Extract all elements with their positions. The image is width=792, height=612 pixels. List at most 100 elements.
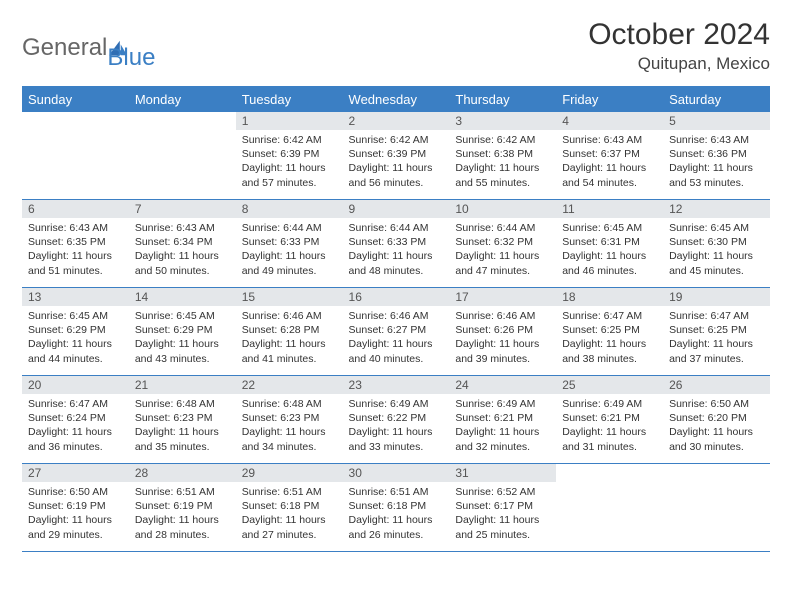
day-details: Sunrise: 6:48 AMSunset: 6:23 PMDaylight:… <box>236 394 343 458</box>
calendar-day-cell: 3Sunrise: 6:42 AMSunset: 6:38 PMDaylight… <box>449 112 556 200</box>
weekday-header: Thursday <box>449 87 556 112</box>
sunset-text: Sunset: 6:27 PM <box>349 323 444 337</box>
daylight-text: Daylight: 11 hours and 38 minutes. <box>562 337 657 365</box>
day-details: Sunrise: 6:45 AMSunset: 6:30 PMDaylight:… <box>663 218 770 282</box>
sunset-text: Sunset: 6:19 PM <box>28 499 123 513</box>
sunrise-text: Sunrise: 6:49 AM <box>562 397 657 411</box>
day-details: Sunrise: 6:42 AMSunset: 6:39 PMDaylight:… <box>343 130 450 194</box>
day-details: Sunrise: 6:44 AMSunset: 6:32 PMDaylight:… <box>449 218 556 282</box>
day-details: Sunrise: 6:43 AMSunset: 6:36 PMDaylight:… <box>663 130 770 194</box>
daylight-text: Daylight: 11 hours and 32 minutes. <box>455 425 550 453</box>
daylight-text: Daylight: 11 hours and 54 minutes. <box>562 161 657 189</box>
day-number: 4 <box>556 112 663 130</box>
calendar-day-cell: 1Sunrise: 6:42 AMSunset: 6:39 PMDaylight… <box>236 112 343 200</box>
sunrise-text: Sunrise: 6:46 AM <box>455 309 550 323</box>
daylight-text: Daylight: 11 hours and 53 minutes. <box>669 161 764 189</box>
weekday-header: Friday <box>556 87 663 112</box>
calendar-week-row: 1Sunrise: 6:42 AMSunset: 6:39 PMDaylight… <box>22 112 770 200</box>
weekday-header-row: Sunday Monday Tuesday Wednesday Thursday… <box>22 87 770 112</box>
day-details: Sunrise: 6:51 AMSunset: 6:18 PMDaylight:… <box>343 482 450 546</box>
sunrise-text: Sunrise: 6:45 AM <box>562 221 657 235</box>
daylight-text: Daylight: 11 hours and 49 minutes. <box>242 249 337 277</box>
day-number: 19 <box>663 288 770 306</box>
day-details: Sunrise: 6:48 AMSunset: 6:23 PMDaylight:… <box>129 394 236 458</box>
day-details: Sunrise: 6:43 AMSunset: 6:37 PMDaylight:… <box>556 130 663 194</box>
day-number: 28 <box>129 464 236 482</box>
day-number: 20 <box>22 376 129 394</box>
daylight-text: Daylight: 11 hours and 31 minutes. <box>562 425 657 453</box>
sunset-text: Sunset: 6:24 PM <box>28 411 123 425</box>
day-number: 26 <box>663 376 770 394</box>
day-number: 1 <box>236 112 343 130</box>
daylight-text: Daylight: 11 hours and 56 minutes. <box>349 161 444 189</box>
sunset-text: Sunset: 6:17 PM <box>455 499 550 513</box>
sunset-text: Sunset: 6:32 PM <box>455 235 550 249</box>
sunrise-text: Sunrise: 6:44 AM <box>242 221 337 235</box>
calendar-week-row: 27Sunrise: 6:50 AMSunset: 6:19 PMDayligh… <box>22 464 770 552</box>
calendar-day-cell <box>129 112 236 200</box>
day-details: Sunrise: 6:51 AMSunset: 6:19 PMDaylight:… <box>129 482 236 546</box>
sunset-text: Sunset: 6:18 PM <box>349 499 444 513</box>
sunrise-text: Sunrise: 6:47 AM <box>562 309 657 323</box>
day-number: 21 <box>129 376 236 394</box>
calendar-day-cell: 12Sunrise: 6:45 AMSunset: 6:30 PMDayligh… <box>663 200 770 288</box>
day-number: 2 <box>343 112 450 130</box>
day-number: 11 <box>556 200 663 218</box>
day-details: Sunrise: 6:50 AMSunset: 6:20 PMDaylight:… <box>663 394 770 458</box>
sunrise-text: Sunrise: 6:49 AM <box>349 397 444 411</box>
day-details: Sunrise: 6:46 AMSunset: 6:27 PMDaylight:… <box>343 306 450 370</box>
sunset-text: Sunset: 6:31 PM <box>562 235 657 249</box>
calendar-day-cell: 28Sunrise: 6:51 AMSunset: 6:19 PMDayligh… <box>129 464 236 552</box>
daylight-text: Daylight: 11 hours and 34 minutes. <box>242 425 337 453</box>
day-details: Sunrise: 6:49 AMSunset: 6:22 PMDaylight:… <box>343 394 450 458</box>
day-number <box>663 464 770 468</box>
day-details: Sunrise: 6:45 AMSunset: 6:29 PMDaylight:… <box>129 306 236 370</box>
day-number <box>556 464 663 468</box>
daylight-text: Daylight: 11 hours and 41 minutes. <box>242 337 337 365</box>
sunset-text: Sunset: 6:19 PM <box>135 499 230 513</box>
day-number: 31 <box>449 464 556 482</box>
calendar-day-cell: 20Sunrise: 6:47 AMSunset: 6:24 PMDayligh… <box>22 376 129 464</box>
title-block: October 2024 Quitupan, Mexico <box>588 18 770 74</box>
header: General Blue October 2024 Quitupan, Mexi… <box>22 18 770 74</box>
sunrise-text: Sunrise: 6:42 AM <box>455 133 550 147</box>
sunset-text: Sunset: 6:29 PM <box>135 323 230 337</box>
sunrise-text: Sunrise: 6:52 AM <box>455 485 550 499</box>
calendar-day-cell: 31Sunrise: 6:52 AMSunset: 6:17 PMDayligh… <box>449 464 556 552</box>
day-details: Sunrise: 6:46 AMSunset: 6:28 PMDaylight:… <box>236 306 343 370</box>
weekday-header: Wednesday <box>343 87 450 112</box>
calendar-day-cell: 29Sunrise: 6:51 AMSunset: 6:18 PMDayligh… <box>236 464 343 552</box>
day-number: 10 <box>449 200 556 218</box>
weekday-header: Saturday <box>663 87 770 112</box>
day-number: 16 <box>343 288 450 306</box>
calendar-table: Sunday Monday Tuesday Wednesday Thursday… <box>22 86 770 552</box>
calendar-day-cell: 7Sunrise: 6:43 AMSunset: 6:34 PMDaylight… <box>129 200 236 288</box>
sunset-text: Sunset: 6:38 PM <box>455 147 550 161</box>
calendar-day-cell: 16Sunrise: 6:46 AMSunset: 6:27 PMDayligh… <box>343 288 450 376</box>
calendar-day-cell: 13Sunrise: 6:45 AMSunset: 6:29 PMDayligh… <box>22 288 129 376</box>
daylight-text: Daylight: 11 hours and 26 minutes. <box>349 513 444 541</box>
day-details: Sunrise: 6:49 AMSunset: 6:21 PMDaylight:… <box>449 394 556 458</box>
day-number: 17 <box>449 288 556 306</box>
daylight-text: Daylight: 11 hours and 51 minutes. <box>28 249 123 277</box>
day-number: 7 <box>129 200 236 218</box>
day-number: 8 <box>236 200 343 218</box>
calendar-day-cell: 4Sunrise: 6:43 AMSunset: 6:37 PMDaylight… <box>556 112 663 200</box>
day-number: 13 <box>22 288 129 306</box>
sunset-text: Sunset: 6:29 PM <box>28 323 123 337</box>
day-number: 3 <box>449 112 556 130</box>
sunrise-text: Sunrise: 6:45 AM <box>135 309 230 323</box>
day-details: Sunrise: 6:42 AMSunset: 6:39 PMDaylight:… <box>236 130 343 194</box>
day-number: 5 <box>663 112 770 130</box>
sunset-text: Sunset: 6:35 PM <box>28 235 123 249</box>
calendar-day-cell: 30Sunrise: 6:51 AMSunset: 6:18 PMDayligh… <box>343 464 450 552</box>
day-number: 18 <box>556 288 663 306</box>
day-number: 30 <box>343 464 450 482</box>
day-details: Sunrise: 6:43 AMSunset: 6:35 PMDaylight:… <box>22 218 129 282</box>
day-details: Sunrise: 6:44 AMSunset: 6:33 PMDaylight:… <box>236 218 343 282</box>
calendar-day-cell: 14Sunrise: 6:45 AMSunset: 6:29 PMDayligh… <box>129 288 236 376</box>
brand-part2: Blue <box>107 44 155 71</box>
sunrise-text: Sunrise: 6:46 AM <box>242 309 337 323</box>
daylight-text: Daylight: 11 hours and 33 minutes. <box>349 425 444 453</box>
daylight-text: Daylight: 11 hours and 36 minutes. <box>28 425 123 453</box>
